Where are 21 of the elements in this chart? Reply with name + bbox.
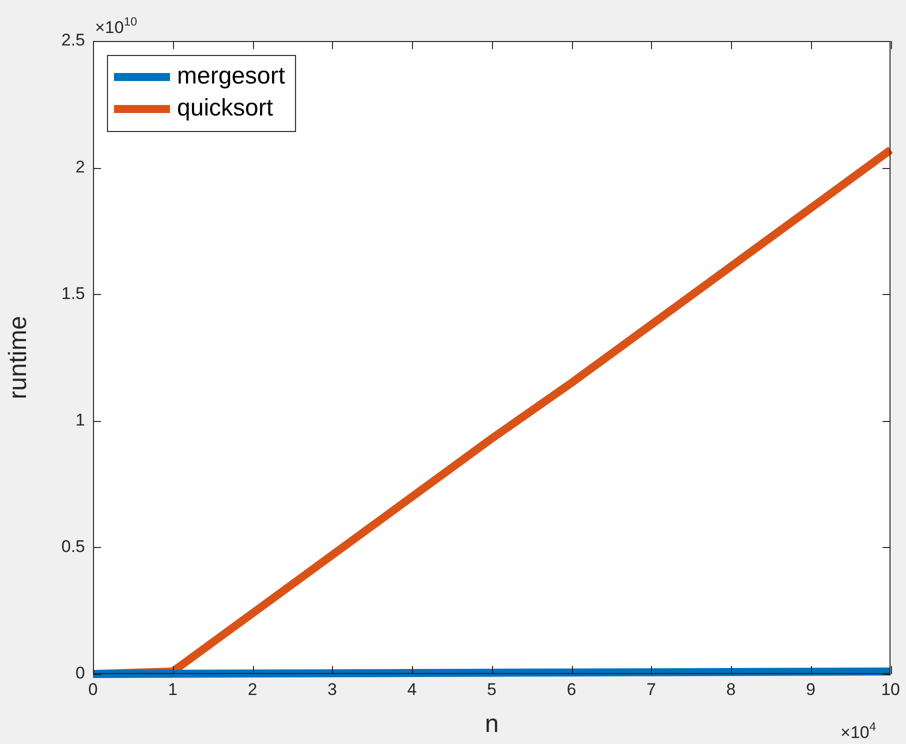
x-tick-label: 4 — [407, 680, 417, 699]
x-tick-label: 1 — [168, 680, 178, 699]
y-axis-title: runtime — [4, 316, 32, 400]
x-tick-label: 6 — [566, 680, 576, 699]
legend-label: quicksort — [177, 94, 274, 122]
legend-label: mergesort — [177, 62, 286, 90]
y-tick-label: 0.5 — [61, 537, 85, 556]
x-tick-label: 9 — [806, 680, 816, 699]
y-tick-label: 0 — [76, 664, 85, 683]
y-tick-label: 1 — [76, 410, 85, 430]
x-tick-label: 8 — [726, 680, 736, 699]
x-tick-label: 7 — [646, 680, 656, 699]
y-tick-label: 1.5 — [61, 284, 85, 303]
x-tick-label: 3 — [328, 680, 337, 699]
x-axis-title: n — [484, 710, 499, 738]
x-tick-label: 10 — [881, 680, 900, 699]
y-tick-label: 2.5 — [61, 30, 85, 50]
y-tick-label: 2 — [76, 157, 85, 176]
x-tick-label: 5 — [487, 680, 497, 699]
x-tick-label: 2 — [248, 680, 258, 699]
x-tick-label: 0 — [88, 680, 98, 699]
